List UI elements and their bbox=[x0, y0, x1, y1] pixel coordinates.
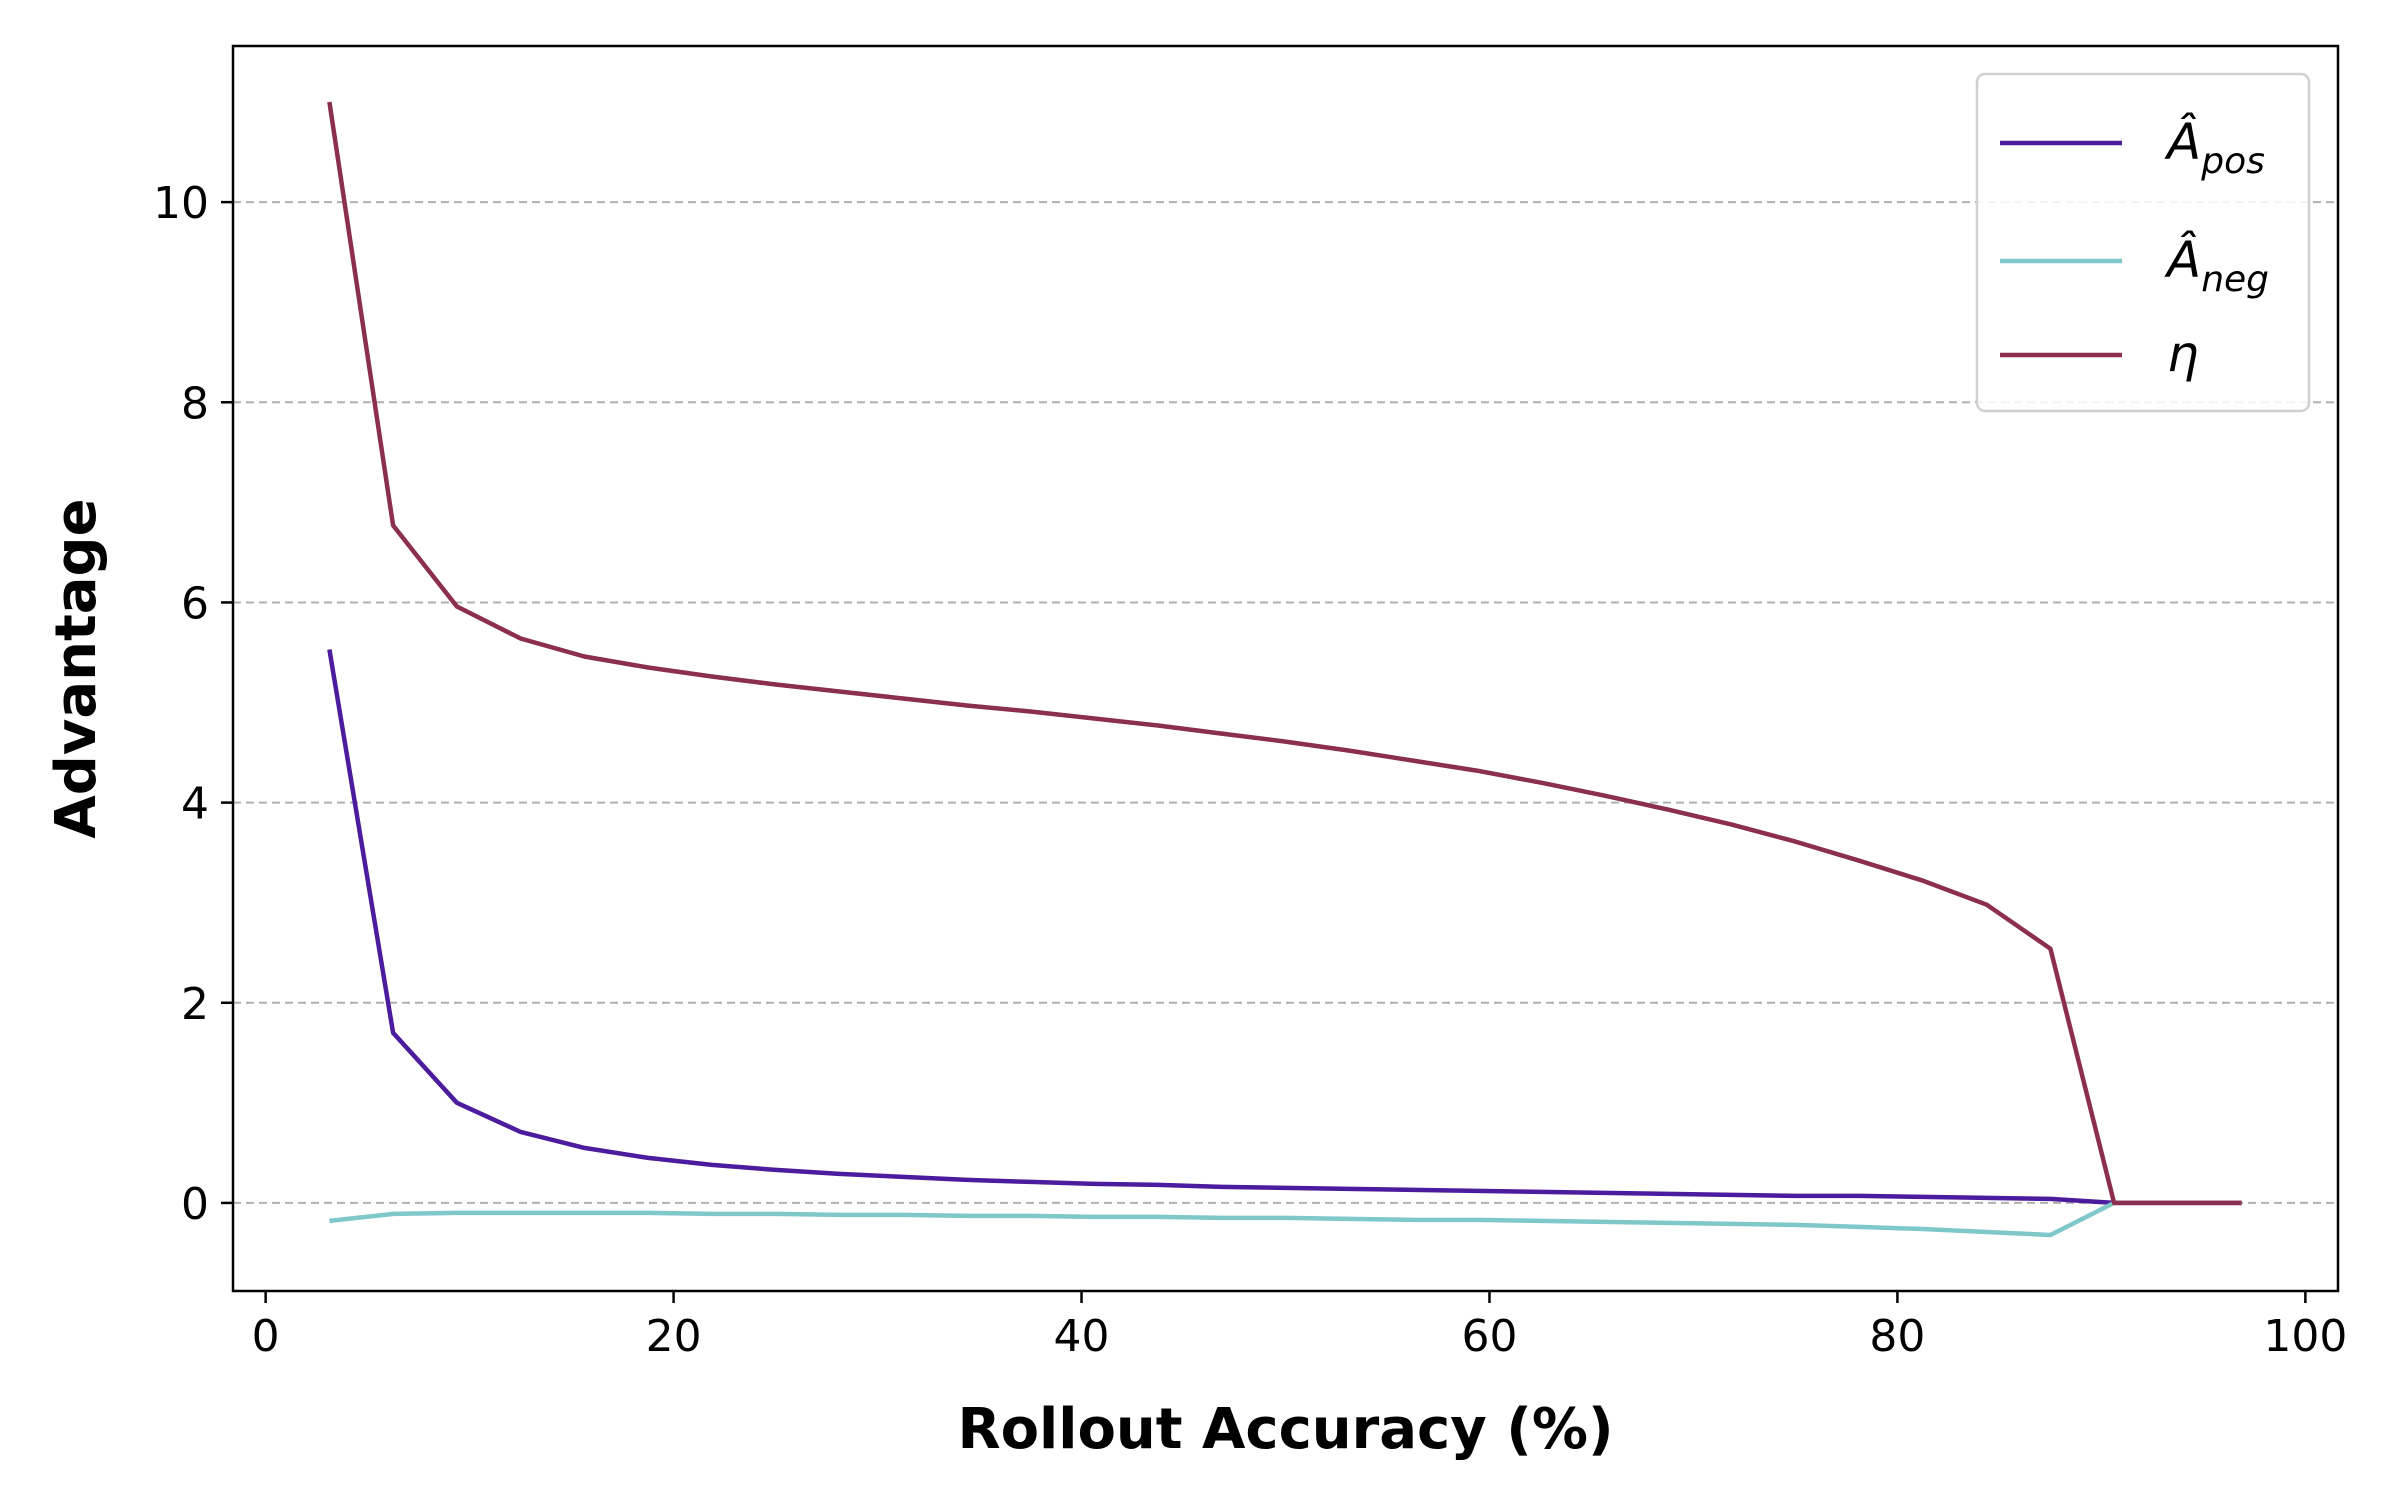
x-axis: 0 20 40 60 80 100 bbox=[252, 1291, 2347, 1362]
y-tick-label: 10 bbox=[153, 178, 209, 229]
y-axis: 0 2 4 6 8 10 bbox=[153, 178, 233, 1230]
x-tick-label: 0 bbox=[252, 1311, 280, 1362]
y-axis-title: Advantage bbox=[44, 498, 109, 838]
y-tick-label: 0 bbox=[181, 1179, 209, 1230]
x-tick-label: 40 bbox=[1054, 1311, 1110, 1362]
series-line bbox=[329, 1200, 2242, 1238]
x-tick-label: 60 bbox=[1461, 1311, 1517, 1362]
series-lines bbox=[327, 101, 2242, 1238]
series-line bbox=[327, 101, 2242, 1206]
y-tick-label: 4 bbox=[181, 779, 209, 830]
x-tick-label: 80 bbox=[1869, 1311, 1925, 1362]
series-line bbox=[327, 649, 2242, 1206]
legend-label: η bbox=[2167, 325, 2199, 383]
y-tick-label: 2 bbox=[181, 979, 209, 1030]
plot-area-frame bbox=[231, 44, 2340, 1293]
x-tick-label: 20 bbox=[646, 1311, 702, 1362]
x-tick-label: 100 bbox=[2263, 1311, 2347, 1362]
x-axis-title: Rollout Accuracy (%) bbox=[957, 1397, 1613, 1462]
y-tick-label: 6 bbox=[181, 578, 209, 629]
y-tick-label: 8 bbox=[181, 378, 209, 429]
legend-box bbox=[1975, 72, 2311, 413]
